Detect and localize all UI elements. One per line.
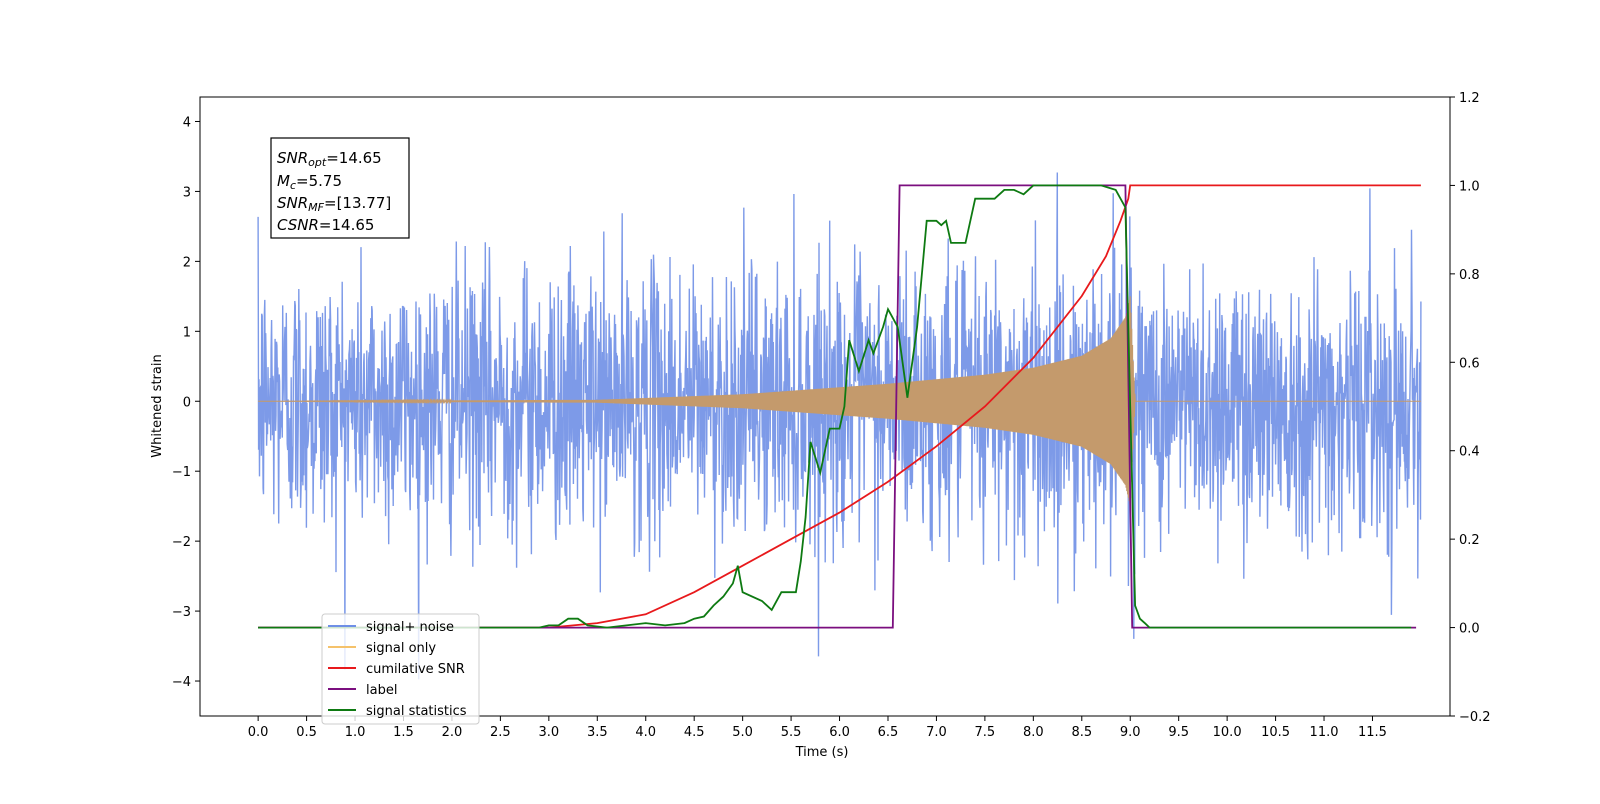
y-tick-label: −1	[172, 465, 191, 480]
x-tick-label: 7.5	[975, 725, 996, 740]
y-tick-label: 1	[183, 325, 191, 340]
y-axis-label: Whitened strain	[150, 354, 165, 457]
y-axis-right: 1.2 1.0 0.8 0.6 0.4 0.2 0.0 −0.2	[1450, 91, 1491, 725]
legend-item: signal statistics	[328, 704, 467, 719]
y2-tick-label: 0.2	[1459, 533, 1480, 548]
snr-opt-text: SNRopt=14.65	[277, 149, 382, 169]
series-signal-only	[258, 296, 1421, 505]
x-tick-label: 6.0	[829, 725, 850, 740]
y2-tick-label: 0.8	[1459, 268, 1480, 283]
x-tick-label: 1.0	[345, 725, 366, 740]
x-tick-label: 5.5	[781, 725, 802, 740]
y-tick-label: 0	[183, 395, 191, 410]
y2-tick-label: −0.2	[1459, 710, 1491, 725]
series-cumulative-snr	[258, 184, 1421, 629]
plot-area	[257, 172, 1422, 680]
legend-label: cumilative SNR	[366, 662, 465, 677]
x-tick-label: 4.5	[684, 725, 705, 740]
x-tick-label: 11.5	[1358, 725, 1387, 740]
x-tick-label: 6.5	[878, 725, 899, 740]
legend-label: signal+ noise	[366, 620, 454, 635]
x-tick-label: 3.5	[587, 725, 608, 740]
legend-label: signal only	[366, 641, 436, 656]
x-tick-label: 4.0	[635, 725, 656, 740]
legend-item: label	[328, 683, 397, 698]
legend-item: signal+ noise	[328, 620, 454, 635]
x-tick-label: 3.0	[538, 725, 559, 740]
x-tick-label: 9.5	[1168, 725, 1189, 740]
x-axis-label: Time (s)	[795, 745, 849, 760]
series-signal-plus-noise	[257, 172, 1422, 680]
y-tick-label: 3	[183, 185, 191, 200]
legend-item: cumilative SNR	[328, 662, 465, 677]
x-tick-label: 2.0	[442, 725, 463, 740]
x-tick-label: 10.5	[1261, 725, 1290, 740]
y-tick-label: 2	[183, 255, 191, 270]
x-tick-label: 9.0	[1120, 725, 1141, 740]
legend-frame	[321, 613, 480, 725]
x-tick-label: 8.5	[1071, 725, 1092, 740]
legend: signal+ noise signal only cumilative SNR…	[321, 613, 480, 725]
y-tick-label: 4	[183, 115, 191, 130]
legend-label: signal statistics	[366, 704, 467, 719]
y2-tick-label: 1.0	[1459, 179, 1480, 194]
csnr-text: CSNR=14.65	[277, 216, 374, 234]
y-tick-label: −4	[172, 675, 191, 690]
x-tick-label: 10.0	[1213, 725, 1242, 740]
y2-tick-label: 0.4	[1459, 445, 1480, 460]
y-tick-label: −3	[172, 605, 191, 620]
mc-text: Mc=5.75	[277, 172, 342, 192]
x-tick-label: 0.0	[248, 725, 269, 740]
legend-label: label	[366, 683, 397, 698]
x-tick-label: 0.5	[296, 725, 317, 740]
series-signal-statistics	[258, 184, 1412, 629]
x-tick-label: 11.0	[1310, 725, 1339, 740]
info-box-frame	[270, 137, 410, 239]
x-tick-label: 1.5	[393, 725, 414, 740]
x-tick-label: 5.0	[732, 725, 753, 740]
info-box: SNRopt=14.65 Mc=5.75 SNRMF=[13.77] CSNR=…	[270, 137, 410, 239]
y2-tick-label: 0.0	[1459, 622, 1480, 637]
y-axis-left: 4 3 2 1 0 −1 −2 −3 −4	[172, 115, 200, 690]
x-tick-label: 8.0	[1023, 725, 1044, 740]
x-tick-label: 7.0	[926, 725, 947, 740]
plot-frame	[199, 96, 1451, 717]
y2-tick-label: 1.2	[1459, 91, 1480, 106]
x-tick-label: 2.5	[490, 725, 511, 740]
x-axis: 0.0 0.5 1.0 1.5 2.0 2.5 3.0 3.5 4.0 4.5 5.0 5.5 6.0 6…	[248, 716, 1387, 740]
snr-mf-text: SNRMF=[13.77]	[277, 194, 391, 214]
legend-item: signal only	[328, 641, 436, 656]
y2-tick-label: 0.6	[1459, 356, 1480, 371]
y-tick-label: −2	[172, 535, 191, 550]
